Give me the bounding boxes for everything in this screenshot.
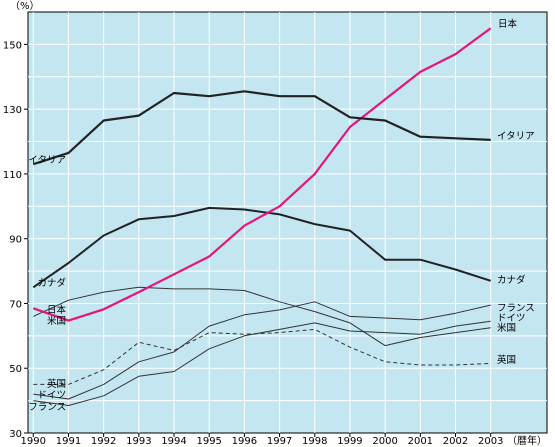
y-tick-label: 130	[3, 105, 22, 116]
series-line	[33, 328, 491, 385]
series-label-right: カナダ	[497, 274, 526, 286]
plot-background	[27, 11, 548, 434]
series-label-left: フランス	[28, 402, 66, 413]
series-label-right: 英国	[497, 354, 516, 366]
y-tick-label: 110	[3, 170, 22, 181]
x-tick-label: 2003	[478, 436, 503, 447]
x-tick-label: 2001	[408, 436, 433, 447]
series-label-right: 米国	[497, 322, 516, 334]
x-tick-label: 1991	[56, 436, 81, 447]
series-line	[32, 27, 492, 322]
x-tick-label: 1990	[21, 436, 46, 447]
series-line	[33, 301, 491, 400]
x-tick-label: 2000	[372, 436, 397, 447]
y-tick-label: 90	[9, 235, 22, 246]
x-tick-label: 1993	[126, 436, 151, 447]
x-tick-label: 1999	[337, 436, 362, 447]
series-label-left: カナダ	[37, 277, 66, 289]
y-tick-label: 70	[9, 299, 22, 310]
series-line	[32, 206, 492, 289]
grid	[28, 12, 547, 433]
y-axis-unit: （%）	[10, 0, 40, 12]
series-lines	[32, 27, 492, 406]
series-label-right: ドイツ	[497, 313, 526, 324]
series-label-right: 日本	[498, 18, 518, 30]
x-tick-label: 1992	[91, 436, 116, 447]
x-tick-label: 1996	[232, 436, 257, 447]
y-tick-label: 30	[9, 429, 22, 440]
series-line	[33, 320, 491, 406]
series-label-left: 米国	[47, 315, 66, 327]
series-label-left: ドイツ	[37, 390, 66, 401]
axes: 1990 1991 1992 1993 1994 1995 1996 1997 1998 1999…	[3, 40, 504, 447]
series-line	[32, 90, 491, 166]
series-label-left: 日本	[47, 304, 67, 316]
series-label-right: イタリア	[497, 131, 535, 142]
x-tick-label: 2002	[443, 436, 468, 447]
series-label-left: 英国	[47, 378, 66, 390]
series-line	[33, 286, 491, 347]
x-tick-label: 1997	[267, 436, 292, 447]
y-tick-label: 150	[3, 40, 22, 51]
x-axis-unit: （暦年）	[507, 434, 547, 447]
x-tick-label: 1994	[161, 436, 186, 447]
x-tick-label: 1995	[196, 436, 221, 447]
series-label-right: フランス	[497, 303, 535, 314]
x-tick-label: 1998	[302, 436, 327, 447]
series-label-left: イタリア	[28, 155, 66, 166]
y-tick-label: 50	[9, 364, 22, 375]
